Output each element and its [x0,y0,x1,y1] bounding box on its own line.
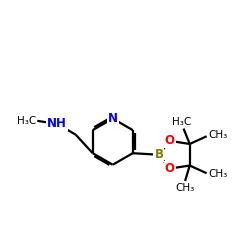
Text: NH: NH [47,118,67,130]
Text: H₃C: H₃C [17,116,36,126]
Text: H₃C: H₃C [172,117,192,127]
Text: O: O [165,134,175,147]
Text: CH₃: CH₃ [176,183,195,193]
Text: O: O [165,162,175,175]
Text: N: N [108,112,118,125]
Text: B: B [154,148,164,161]
Text: CH₃: CH₃ [208,169,228,179]
Text: CH₃: CH₃ [208,130,228,140]
